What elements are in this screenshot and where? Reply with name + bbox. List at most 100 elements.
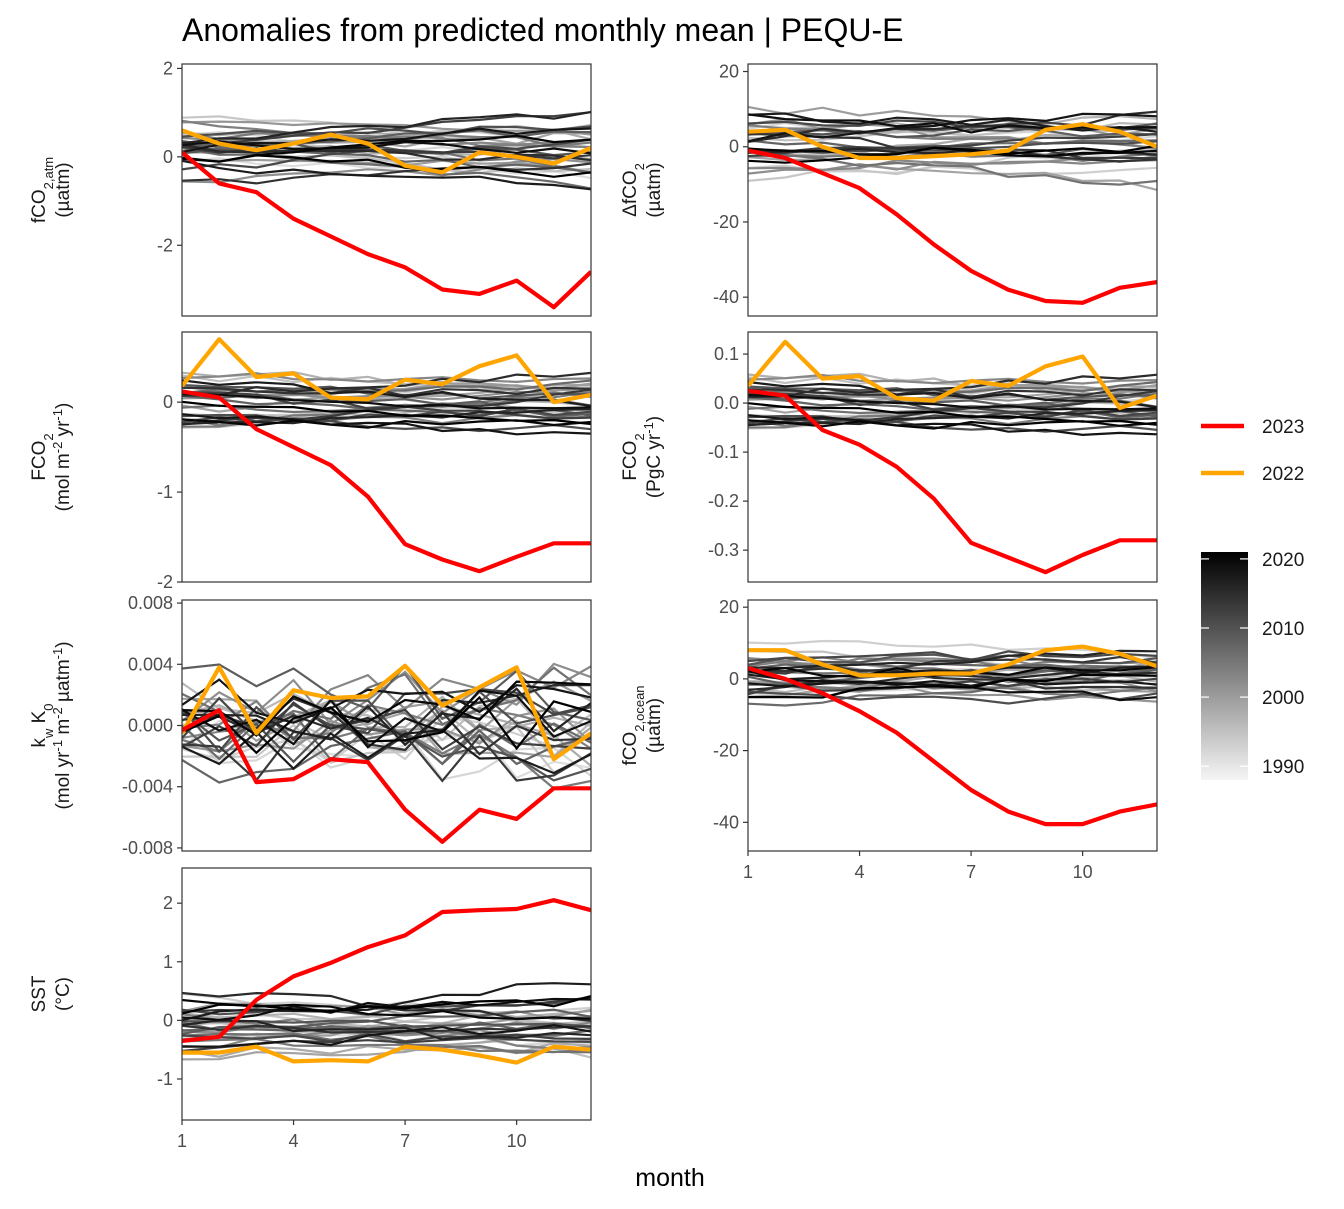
panel-border [181, 331, 592, 583]
y-tick-label: -2 [157, 572, 173, 592]
panel-border [181, 867, 592, 1121]
background-year-line [182, 127, 591, 154]
colorbar-label-2010: 2010 [1262, 619, 1304, 640]
x-tick-label: 4 [289, 1131, 299, 1151]
series-line-2023 [748, 666, 1157, 827]
background-year-line [182, 110, 591, 145]
y-tick-label: 0.1 [714, 344, 739, 364]
background-year-line [182, 413, 591, 433]
background-year-line [748, 147, 1157, 186]
colorbar-label-2000: 2000 [1262, 688, 1304, 709]
y-axis-label-unit: (µatm) [53, 162, 74, 217]
background-year-line [182, 728, 591, 775]
background-year-line [182, 392, 591, 410]
y-tick-label: -0.2 [708, 491, 739, 511]
background-year-line [748, 681, 1157, 703]
y-tick-label: 0 [729, 137, 739, 157]
y-tick-label: -40 [713, 812, 739, 832]
y-tick-label: -0.008 [122, 838, 173, 858]
y-axis-label: FCO2 [620, 433, 647, 480]
y-tick-label: 0 [163, 147, 173, 167]
background-year-line [182, 120, 591, 136]
background-year-line [748, 414, 1157, 437]
background-year-line [748, 113, 1157, 134]
background-year-line [182, 695, 591, 755]
plot-area-fco2ocean [748, 639, 1157, 827]
y-tick-label: 0.0 [714, 393, 739, 413]
background-year-line [182, 723, 591, 774]
background-year-line [748, 639, 1157, 659]
background-year-line [182, 162, 591, 185]
background-year-line [182, 391, 591, 420]
background-year-line [748, 667, 1157, 690]
y-tick-label: -1 [157, 482, 173, 502]
background-year-line [748, 156, 1157, 191]
panel-border [747, 331, 1158, 583]
y-tick-label: 0 [729, 669, 739, 689]
y-axis-label: fCO2,ocean [620, 685, 647, 765]
panel-fco2flux_pg: 0.1 0.0 -0.1 -0.2 -0.3 FCO2(PgC yr-1) [620, 331, 1158, 583]
y-tick-label: 0.008 [128, 593, 173, 613]
y-tick-label: 1 [163, 952, 173, 972]
y-axis-label-unit: (PgC yr-1) [641, 416, 666, 498]
background-year-line [748, 388, 1157, 399]
background-year-line [182, 143, 591, 162]
y-tick-label: 0 [163, 1010, 173, 1030]
series-line-2022 [182, 128, 591, 175]
background-year-line [182, 699, 591, 750]
background-year-line [182, 159, 591, 191]
background-year-line [182, 154, 591, 178]
background-year-line [182, 1019, 591, 1041]
y-tick-label: 0.000 [128, 716, 173, 736]
series-line-2023 [182, 898, 591, 1043]
series-line-2022 [748, 339, 1157, 411]
background-year-line [182, 158, 591, 184]
background-year-line [182, 722, 591, 781]
legend-label-2023: 2023 [1262, 417, 1304, 438]
background-year-line [748, 690, 1157, 705]
background-year-line [748, 414, 1157, 433]
y-tick-label: 20 [719, 62, 739, 82]
plot-area-sst [182, 898, 591, 1065]
series-line-2023 [748, 148, 1157, 305]
background-year-line [182, 372, 591, 384]
legend-label-2022: 2022 [1262, 464, 1304, 485]
series-line-2022 [182, 1044, 591, 1065]
series-line-2022 [182, 663, 591, 762]
y-tick-label: 2 [163, 893, 173, 913]
y-axis-label-unit: (µatm) [644, 698, 665, 753]
background-year-line [748, 673, 1157, 699]
series-line-2022 [748, 122, 1157, 161]
y-axis-label-unit: (µatm) [644, 162, 665, 217]
plot-area-dfco2 [748, 105, 1157, 305]
background-year-line [182, 400, 591, 426]
background-year-line [748, 678, 1157, 688]
series-line-2023 [182, 708, 591, 844]
panel-dfco2: 20 0 -20 -40 ΔfCO2(µatm) [620, 62, 1158, 317]
background-year-line [182, 371, 591, 397]
background-year-line [748, 144, 1157, 164]
plot-area-fco2flux [182, 337, 591, 574]
y-tick-label: -40 [713, 287, 739, 307]
background-year-line [748, 112, 1157, 143]
background-year-line [182, 1032, 591, 1054]
background-year-line [748, 665, 1157, 681]
legend: 2023 2022 2020 2010 2000 1990 [1201, 417, 1304, 780]
plot-area-fco2atm [182, 110, 591, 310]
y-axis-label-unit: (mol m-2 yr-1) [50, 403, 75, 512]
background-year-line [182, 146, 591, 190]
y-tick-label: -0.004 [122, 777, 173, 797]
background-year-line [182, 130, 591, 148]
y-axis-label-unit: (°C) [53, 977, 74, 1011]
x-tick-label: 1 [177, 1131, 187, 1151]
panel-border [747, 63, 1158, 317]
y-tick-label: -20 [713, 741, 739, 761]
y-axis-label-unit: (mol yr-1 m-2 µatm-1) [50, 641, 75, 809]
y-axis-label: fCO2,atm [29, 157, 56, 223]
background-year-line [182, 388, 591, 426]
y-tick-label: -2 [157, 235, 173, 255]
y-axis-label: ΔfCO2 [620, 163, 647, 217]
x-tick-label: 10 [1073, 862, 1093, 882]
x-tick-label: 4 [855, 862, 865, 882]
